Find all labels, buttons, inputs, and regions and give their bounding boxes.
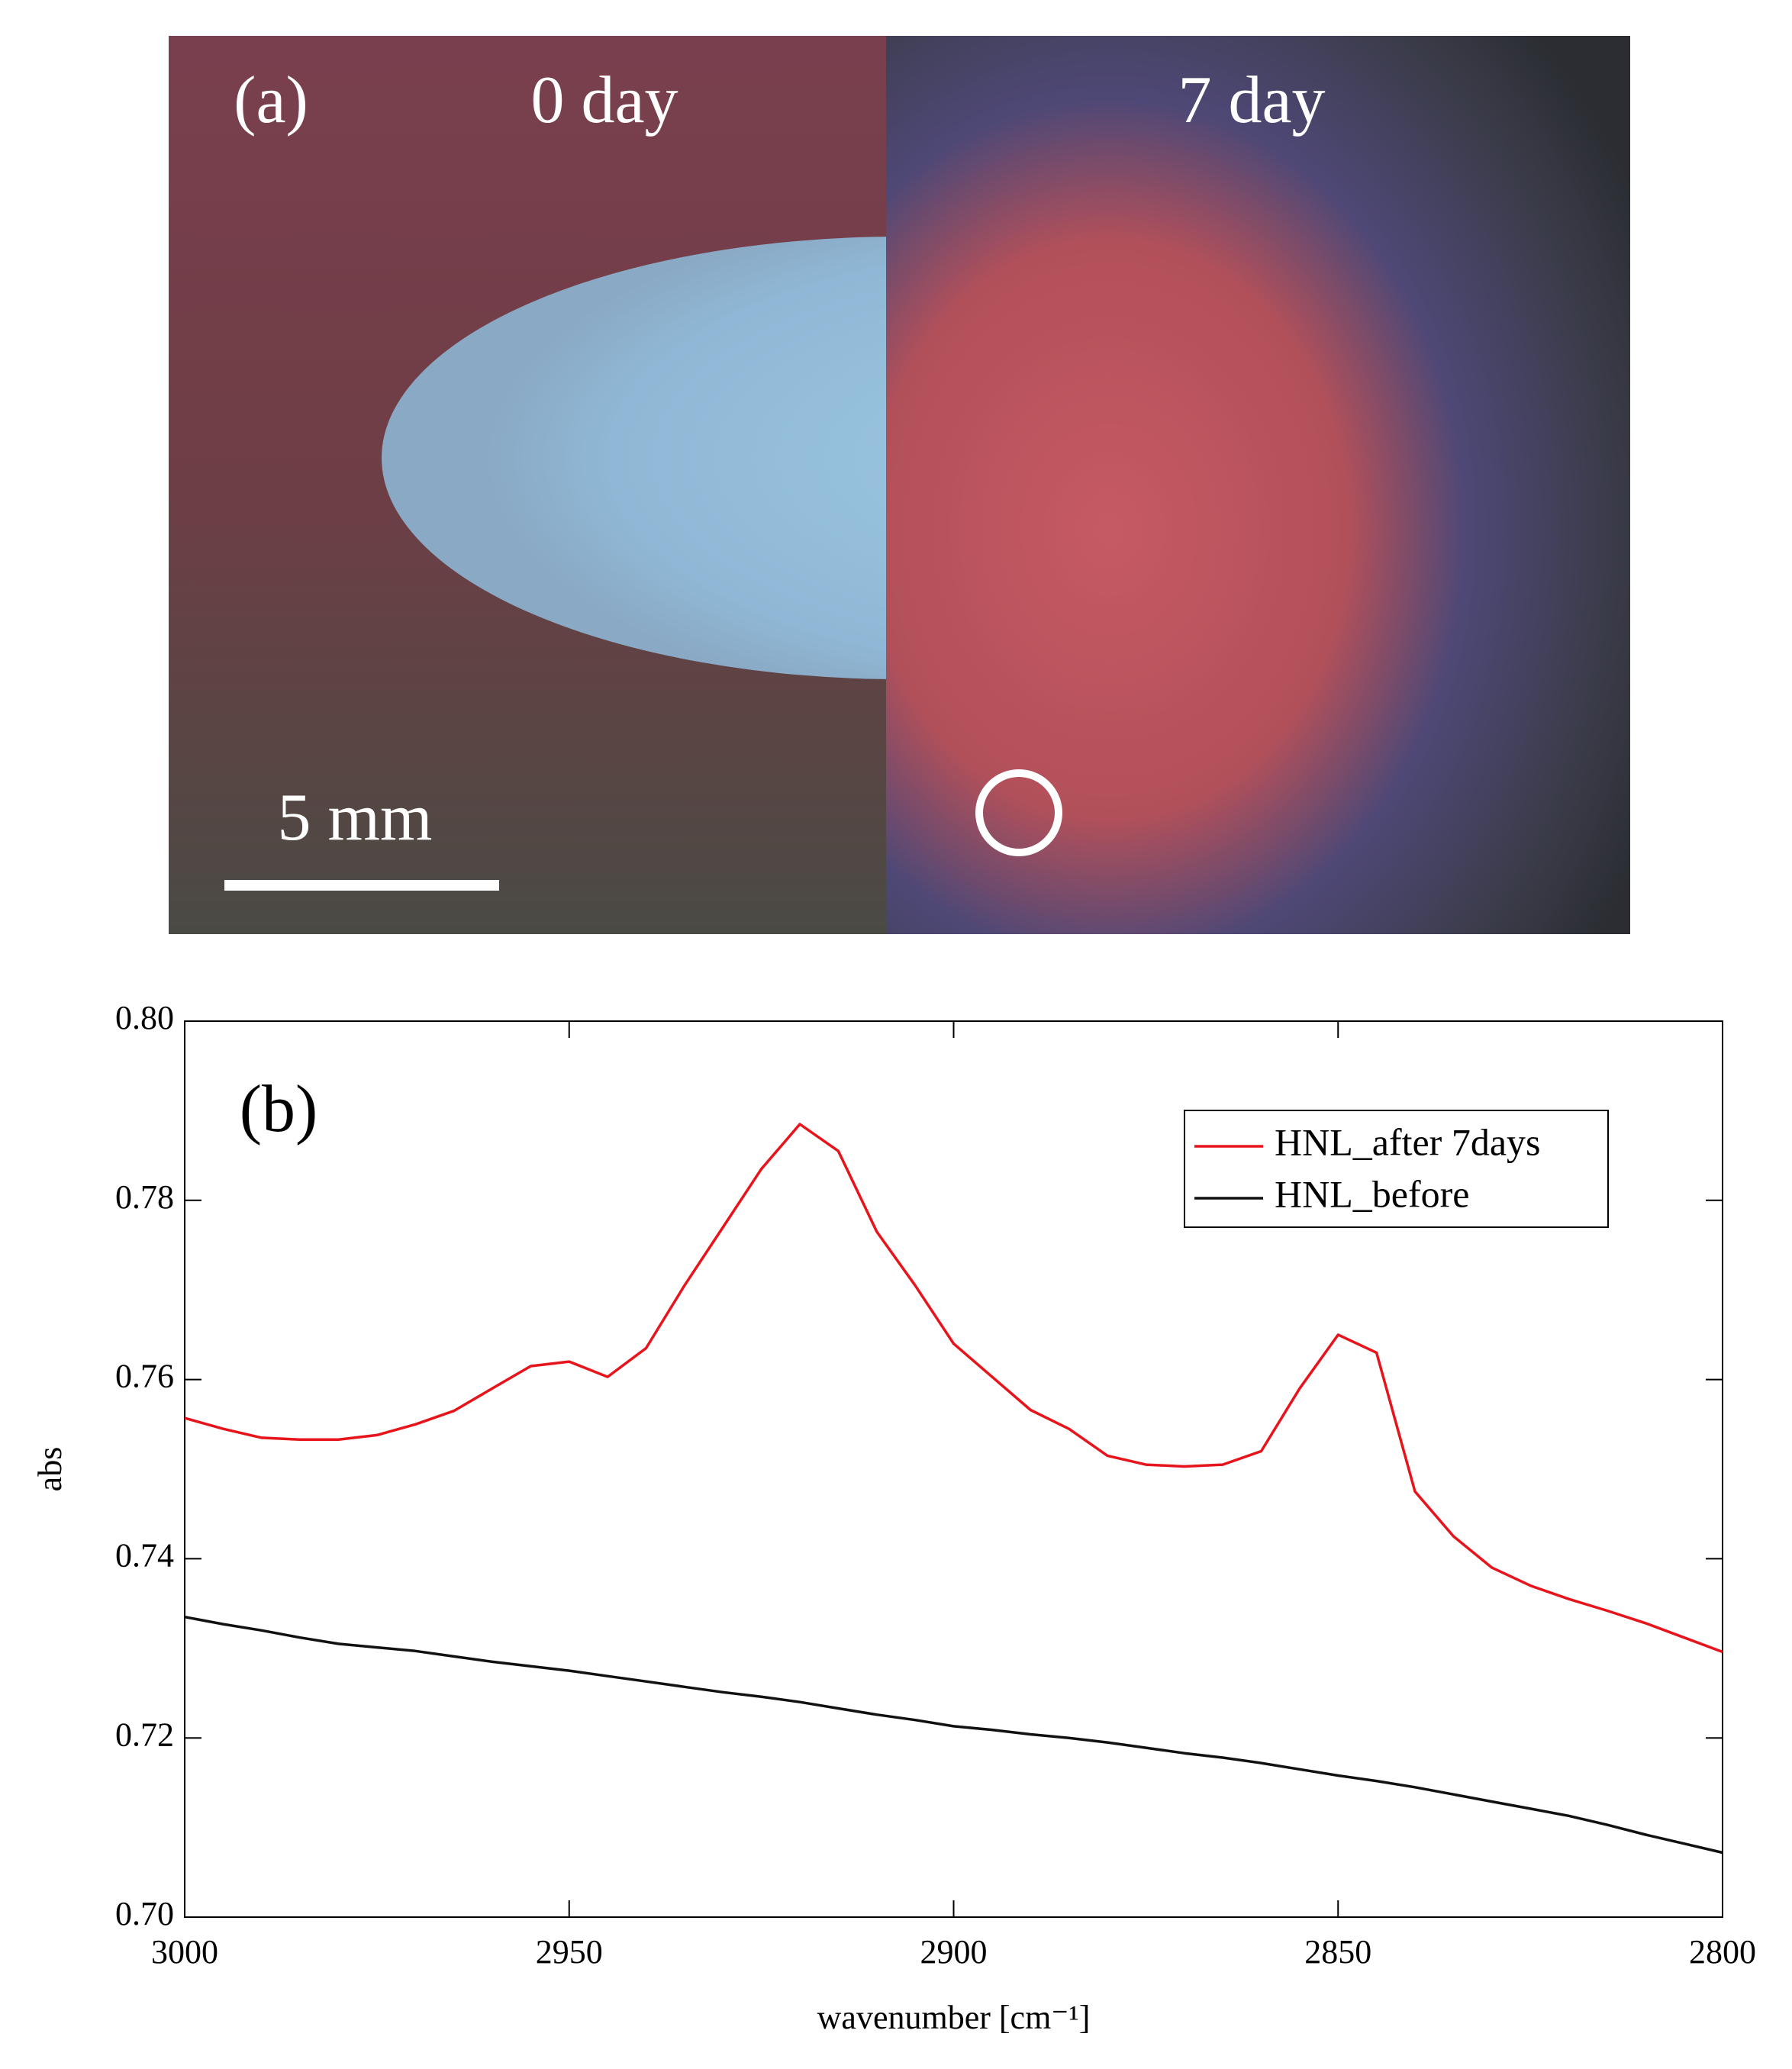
x-tick-label: 2900 <box>920 1933 988 1971</box>
x-tick-label: 2850 <box>1304 1933 1371 1971</box>
annotation: (b) <box>240 1072 318 1146</box>
x-tick-label: 2800 <box>1689 1933 1756 1971</box>
series-line <box>184 1123 1723 1654</box>
y-tick-label: 0.80 <box>115 999 174 1036</box>
photo-right <box>886 36 1630 934</box>
y-tick-label: 0.76 <box>115 1358 174 1395</box>
scale-bar <box>224 880 499 891</box>
legend-label: HNL_after 7days <box>1275 1120 1541 1163</box>
x-tick-label: 2950 <box>536 1933 603 1971</box>
left-label: 0 day <box>530 63 678 137</box>
y-axis-label: abs <box>31 1447 69 1492</box>
scale-bar-label: 5 mm <box>278 781 433 855</box>
y-tick-label: 0.78 <box>115 1178 174 1216</box>
photo: (a) 0 day 7 day 5 mm <box>169 36 1630 934</box>
legend-label: HNL_before <box>1275 1172 1469 1215</box>
x-axis-label: wavenumber [cm⁻¹] <box>817 1999 1091 2036</box>
series-line <box>184 1615 1723 1855</box>
y-tick-label: 0.72 <box>115 1716 174 1753</box>
marker-circle <box>975 769 1062 856</box>
fingerprint <box>382 237 886 679</box>
legend-box <box>1184 1110 1609 1228</box>
x-tick-label: 3000 <box>151 1933 218 1971</box>
chart: 0.70 0.72 0.74 0.76 0.78 0.80 3000 2950 2900 2850… <box>31 999 1756 2036</box>
y-tick-label: 0.70 <box>115 1895 174 1932</box>
panel-label: (a) <box>234 63 308 137</box>
y-tick-label: 0.74 <box>115 1536 174 1574</box>
right-label: 7 day <box>1178 63 1325 137</box>
